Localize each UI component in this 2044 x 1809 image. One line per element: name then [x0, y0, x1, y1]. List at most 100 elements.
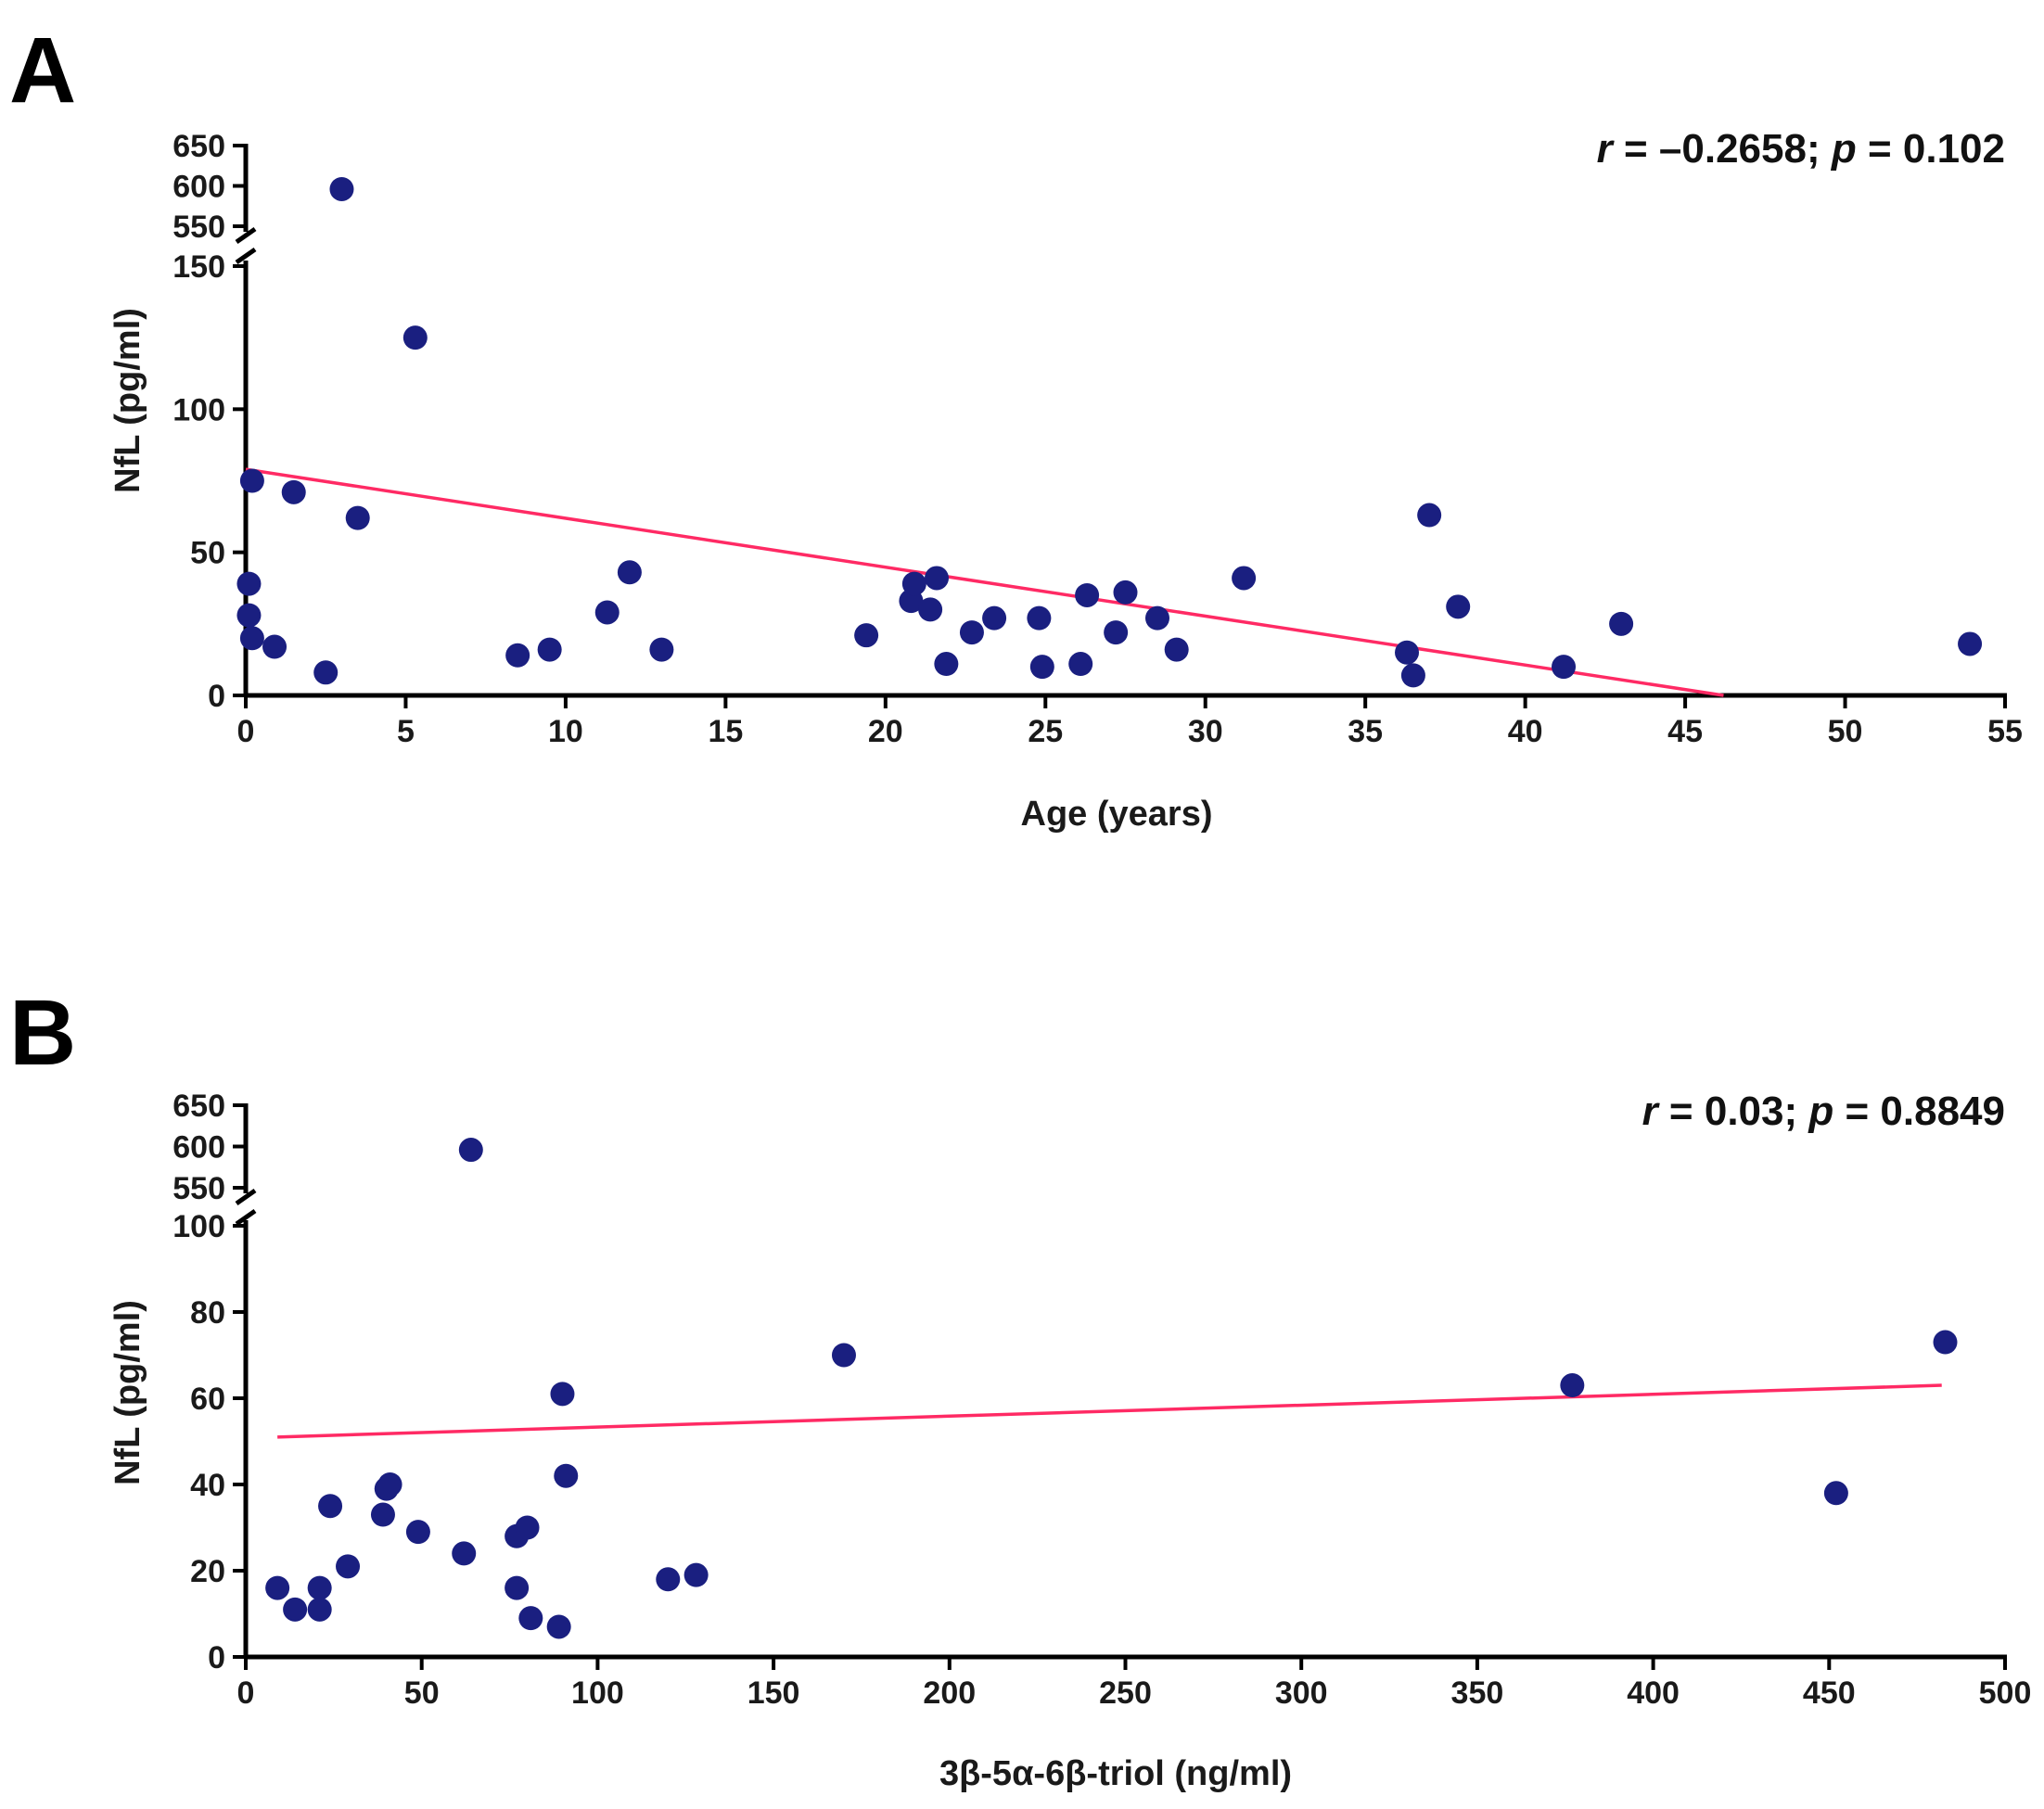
data-point-b	[458, 1138, 483, 1163]
x-tick-label-a: 10	[548, 714, 583, 749]
x-tick-label-b: 350	[1451, 1675, 1504, 1711]
data-points-a	[236, 176, 1983, 688]
x-tick-label-b: 400	[1627, 1675, 1680, 1711]
axes-b: 0 50 100 150 200 250 300 350 400 450 500 0 20 40 60 80 1…	[172, 1089, 2031, 1711]
data-point-a	[1400, 663, 1425, 688]
y-tick-label-a: 650	[172, 129, 225, 164]
data-point-a	[1232, 566, 1257, 591]
data-point-b	[307, 1597, 332, 1622]
y-tick-label-a: 600	[172, 170, 225, 205]
x-tick-label-b: 500	[1979, 1675, 2032, 1711]
data-point-a	[239, 626, 264, 651]
data-point-a	[1144, 605, 1169, 631]
y-tick-label-b: 100	[172, 1209, 225, 1244]
data-point-b	[377, 1472, 402, 1497]
y-tick-label-a: 50	[190, 536, 225, 571]
data-point-b	[405, 1520, 430, 1545]
x-tick-label-a: 5	[397, 714, 415, 749]
data-point-a	[505, 643, 530, 668]
panel-a: A r = –0.2658; p = 0.102 NfL (pg/ml) Age…	[9, 19, 2023, 834]
data-point-b	[831, 1343, 856, 1368]
data-point-b	[1560, 1373, 1585, 1398]
y-tick-label-a: 550	[172, 210, 225, 245]
data-point-a	[1417, 503, 1442, 528]
panel-letter-b: B	[9, 981, 76, 1085]
x-tick-label-b: 450	[1803, 1675, 1856, 1711]
data-point-a	[1446, 594, 1471, 619]
data-point-a	[925, 566, 950, 591]
stat-r-value-a: = –0.2658;	[1613, 126, 1832, 172]
data-point-b	[515, 1515, 540, 1540]
data-point-a	[329, 176, 354, 201]
data-point-a	[1027, 605, 1052, 631]
x-tick-label-a: 0	[237, 714, 255, 749]
data-point-a	[594, 600, 620, 625]
data-point-b	[550, 1382, 575, 1407]
axis-break-mark-b	[235, 1208, 257, 1227]
data-point-a	[901, 571, 926, 596]
stat-p-symbol-b: p	[1808, 1089, 1833, 1134]
data-point-a	[934, 652, 959, 677]
x-tick-label-a: 35	[1348, 714, 1383, 749]
y-axis-title-a: NfL (pg/ml)	[109, 308, 147, 493]
stat-r-symbol-b: r	[1642, 1089, 1661, 1134]
axis-break-mark-a	[235, 226, 257, 245]
data-point-a	[1075, 582, 1100, 607]
x-tick-label-b: 50	[404, 1675, 440, 1711]
data-point-b	[546, 1614, 571, 1639]
data-point-a	[649, 637, 674, 662]
x-tick-label-a: 45	[1667, 714, 1703, 749]
x-axis-title-a: Age (years)	[1021, 795, 1213, 834]
data-points-b	[265, 1138, 1958, 1639]
stat-text-b: r = 0.03; p = 0.8849	[1642, 1089, 2005, 1134]
data-point-a	[1609, 611, 1634, 636]
y-tick-label-b: 0	[208, 1640, 225, 1675]
data-point-a	[918, 597, 943, 622]
data-point-a	[1395, 640, 1420, 665]
x-tick-label-a: 40	[1508, 714, 1543, 749]
data-point-a	[281, 479, 306, 504]
stat-p-value-a: = 0.102	[1857, 126, 2005, 172]
data-point-a	[982, 605, 1007, 631]
data-point-a	[239, 468, 264, 493]
data-point-a	[1104, 620, 1129, 645]
y-tick-label-a: 100	[172, 392, 225, 427]
data-point-b	[1933, 1330, 1958, 1355]
regression-line-a	[245, 467, 1724, 697]
data-point-b	[656, 1567, 681, 1592]
y-tick-label-b: 80	[190, 1295, 225, 1331]
data-point-b	[683, 1562, 709, 1587]
data-point-b	[307, 1575, 332, 1600]
x-tick-label-a: 15	[708, 714, 743, 749]
data-point-a	[1029, 655, 1054, 680]
stat-p-symbol-a: p	[1831, 126, 1857, 172]
y-axis-title-b: NfL (pg/ml)	[109, 1300, 147, 1485]
x-tick-label-b: 250	[1099, 1675, 1152, 1711]
regression-line-b	[277, 1383, 1942, 1439]
data-point-b	[265, 1575, 290, 1600]
y-tick-label-b: 20	[190, 1554, 225, 1589]
y-tick-label-a: 150	[172, 249, 225, 285]
data-point-b	[452, 1541, 477, 1566]
data-point-a	[617, 560, 642, 585]
data-point-a	[1113, 580, 1138, 605]
x-tick-label-b: 300	[1275, 1675, 1328, 1711]
data-point-a	[236, 571, 262, 596]
stat-p-value-b: = 0.8849	[1833, 1089, 2005, 1134]
data-point-a	[236, 603, 262, 628]
data-point-a	[1958, 631, 1983, 656]
data-point-a	[537, 637, 562, 662]
data-point-b	[554, 1463, 579, 1488]
data-point-a	[1068, 652, 1093, 677]
x-tick-label-b: 150	[747, 1675, 800, 1711]
data-point-a	[1552, 655, 1577, 680]
fit-line-b	[277, 1383, 1942, 1439]
data-point-b	[518, 1606, 543, 1631]
stat-text-a: r = –0.2658; p = 0.102	[1597, 126, 2005, 172]
x-tick-label-a: 55	[1987, 714, 2023, 749]
data-point-a	[313, 660, 339, 685]
data-point-b	[336, 1554, 361, 1579]
panel-letter-a: A	[9, 19, 76, 122]
y-tick-label-b: 40	[190, 1468, 225, 1503]
data-point-a	[1164, 637, 1189, 662]
